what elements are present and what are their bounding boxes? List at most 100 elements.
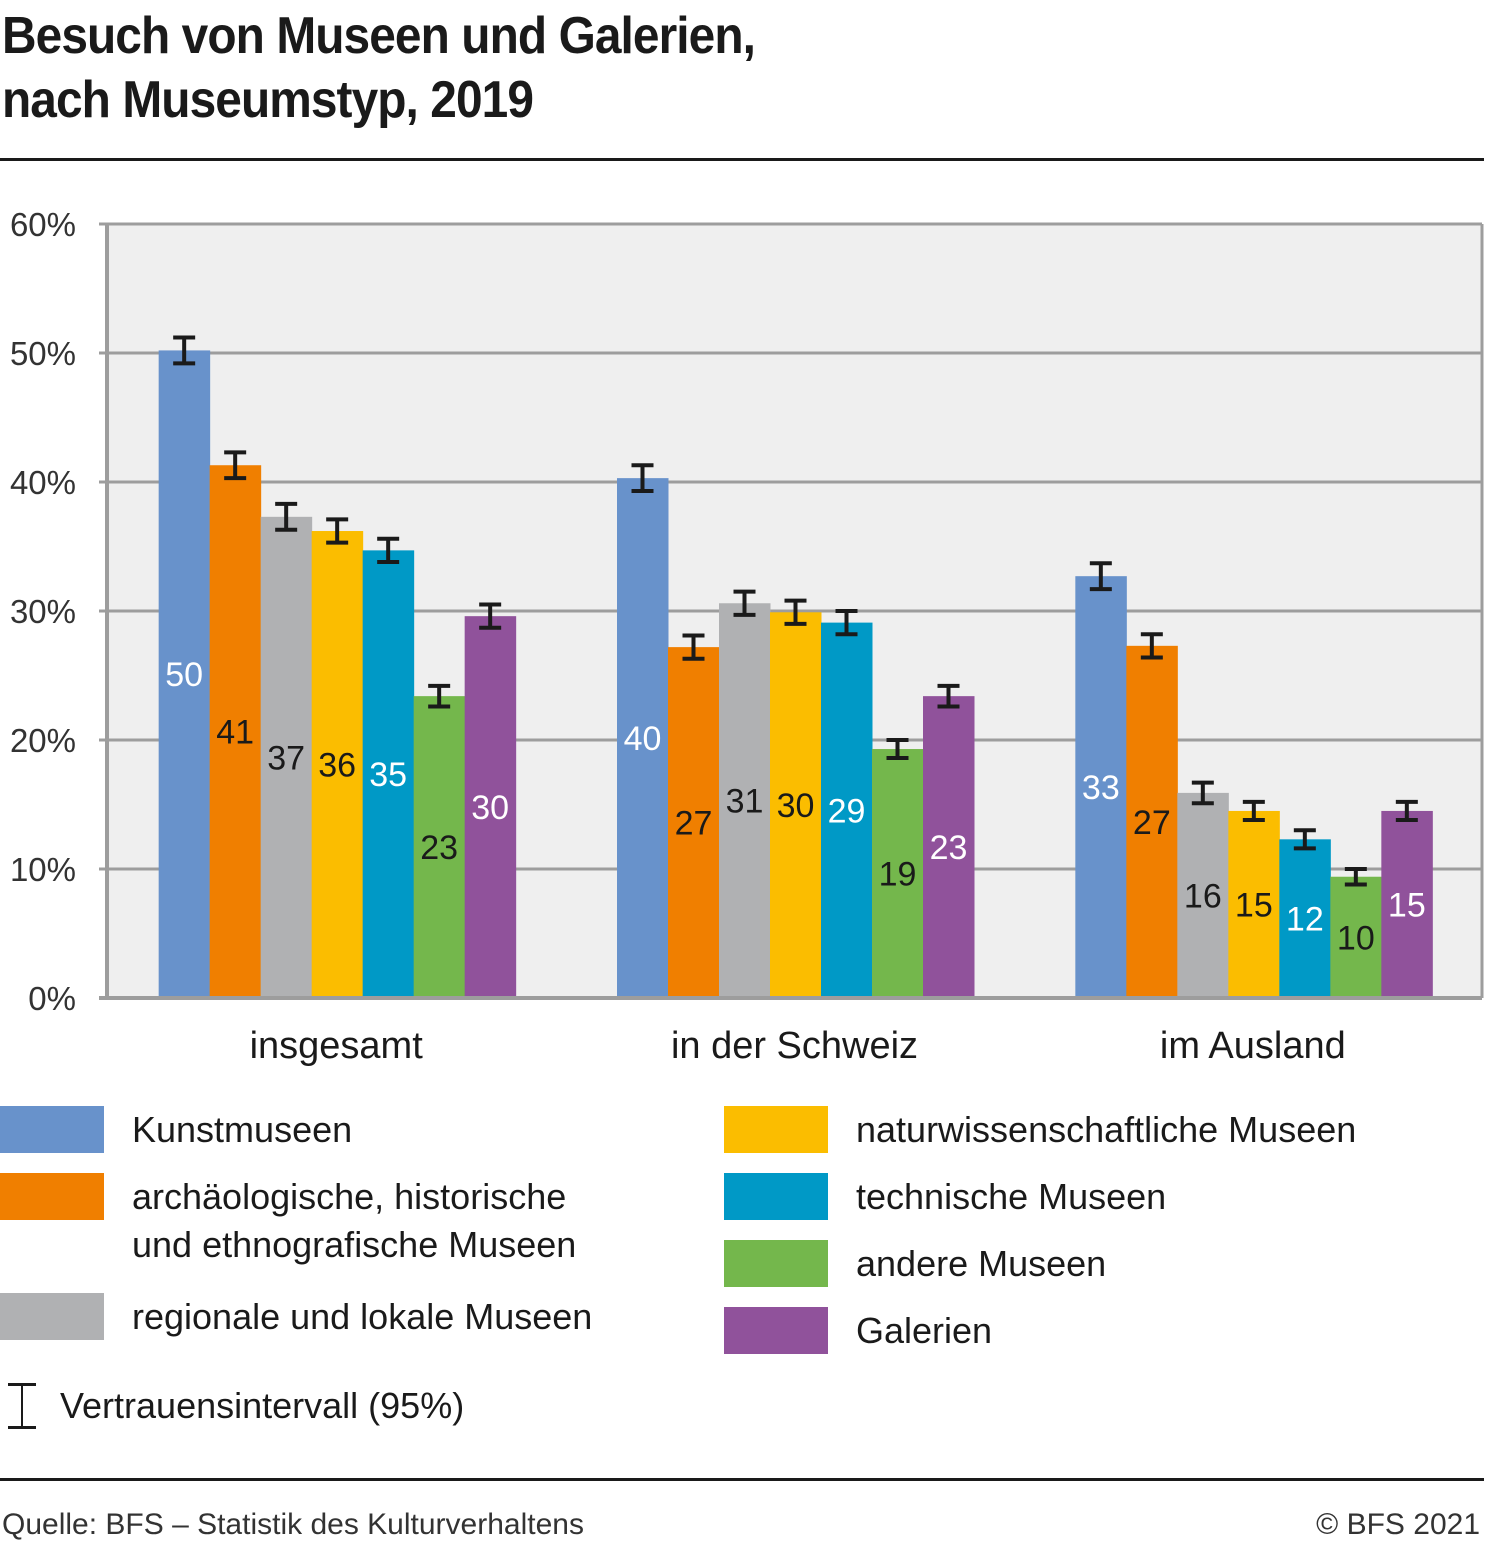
legend-item-regionale-museen: regionale und lokale Museen (0, 1293, 592, 1341)
error-bar (1140, 632, 1163, 660)
confidence-interval-legend: Vertrauensintervall (95%) (0, 1380, 464, 1432)
chart-title-line-2: nach Museumstyp, 2019 (2, 71, 534, 129)
data-label: 30 (471, 789, 509, 827)
bar (1075, 576, 1127, 998)
data-label: 41 (216, 714, 254, 752)
title-divider (0, 158, 1484, 161)
data-label: 37 (267, 739, 305, 777)
data-label: 10 (1337, 919, 1375, 957)
data-label: 50 (165, 656, 203, 694)
data-label: 19 (879, 856, 917, 894)
legend-swatch (0, 1173, 104, 1220)
legend-swatch (0, 1293, 104, 1340)
bar (260, 516, 313, 998)
axes (99, 222, 1484, 1000)
bar (413, 696, 466, 998)
error-bar (784, 598, 807, 626)
y-tick-label: 60% (10, 206, 76, 243)
y-tick-label: 50% (10, 335, 76, 372)
legend-swatch (724, 1106, 828, 1153)
error-bar (631, 463, 654, 494)
error-bar (1395, 799, 1418, 822)
error-bar (275, 501, 298, 532)
data-label: 12 (1286, 901, 1324, 939)
bar (1279, 839, 1331, 998)
legend-item-andere-museen: andere Museen (724, 1240, 1106, 1288)
error-bar (1242, 799, 1265, 822)
legend-item-archaeologische-museen: archäologische, historische und ethnogra… (0, 1173, 576, 1269)
bar (770, 612, 822, 998)
data-label: 29 (828, 792, 866, 830)
bar (821, 622, 873, 998)
legend-label-line-2: und ethnografische Museen (132, 1224, 577, 1265)
legend-item-galerien: Galerien (724, 1307, 992, 1355)
error-bar (733, 589, 756, 617)
error-bar (377, 536, 400, 564)
error-bar (173, 335, 196, 366)
error-bar-icon (0, 1380, 40, 1432)
legend-swatch (724, 1240, 828, 1287)
error-bar (835, 609, 858, 637)
legend-label: andere Museen (856, 1243, 1107, 1284)
error-bar (326, 517, 349, 545)
data-label: 30 (777, 787, 815, 825)
footer-divider (0, 1478, 1484, 1481)
bar (464, 616, 517, 998)
error-bar (886, 738, 909, 761)
data-label: 16 (1184, 877, 1222, 915)
bar (1126, 645, 1178, 998)
confidence-interval-label: Vertrauensintervall (95%) (60, 1385, 465, 1426)
bar (617, 478, 669, 998)
bar (1330, 876, 1382, 998)
legend-swatch (724, 1173, 828, 1220)
x-axis-category-labels: insgesamt in der Schweiz im Ausland (250, 1025, 1346, 1067)
error-bars (173, 335, 1418, 887)
error-bar (1293, 828, 1316, 851)
data-labels: 50 41 37 36 35 23 30 40 27 31 30 29 19 23 33 27 16 15 12 10… (165, 656, 1425, 957)
data-label: 23 (420, 829, 458, 867)
legend-swatch (724, 1307, 828, 1354)
data-label: 27 (675, 805, 713, 843)
data-label: 31 (726, 783, 764, 821)
bar (209, 465, 262, 999)
bar (1381, 810, 1433, 998)
bar (719, 603, 771, 998)
y-tick-label: 10% (10, 851, 76, 888)
legend-label: Kunstmuseen (132, 1109, 353, 1150)
legend-item-technische-museen: technische Museen (724, 1173, 1166, 1221)
bar (362, 550, 415, 998)
legend-item-kunstmuseen: Kunstmuseen (0, 1106, 352, 1154)
legend-label: naturwissenschaftliche Museen (856, 1109, 1357, 1150)
source-note: Quelle: BFS – Statistik des Kulturverhal… (2, 1508, 584, 1541)
bar (668, 647, 720, 998)
legend-swatch (0, 1106, 104, 1153)
legend-label: technische Museen (856, 1176, 1167, 1217)
legend-label: archäologische, historische (132, 1176, 567, 1217)
bar (1228, 810, 1280, 998)
bar (872, 749, 924, 998)
data-label: 40 (624, 720, 662, 758)
x-category-label: insgesamt (250, 1025, 424, 1067)
data-label: 27 (1133, 804, 1171, 842)
error-bar (224, 450, 247, 481)
error-bar (682, 633, 705, 661)
bars (158, 350, 1433, 999)
y-tick-label: 40% (10, 464, 76, 501)
legend-label: Galerien (856, 1310, 993, 1351)
bar-chart: 0% 10% 20% 30% 40% 50% 60% 50 41 37 36 35 23 30 40 27 3… (10, 206, 1484, 1067)
legend-label: regionale und lokale Museen (132, 1296, 593, 1337)
bar (311, 531, 364, 998)
error-bar (937, 683, 960, 709)
x-category-label: in der Schweiz (671, 1025, 918, 1067)
data-label: 35 (369, 756, 407, 794)
bar (158, 350, 211, 998)
legend-item-naturwissenschaftliche-museen: naturwissenschaftliche Museen (724, 1106, 1356, 1154)
data-label: 23 (930, 829, 968, 867)
data-label: 15 (1235, 886, 1273, 924)
data-label: 33 (1082, 769, 1120, 807)
error-bar (1191, 780, 1214, 806)
chart-title-line-1: Besuch von Museen und Galerien, (2, 7, 756, 65)
error-bar (428, 683, 451, 709)
y-axis-tick-labels: 0% 10% 20% 30% 40% 50% 60% (10, 206, 76, 1017)
bar (923, 696, 975, 998)
